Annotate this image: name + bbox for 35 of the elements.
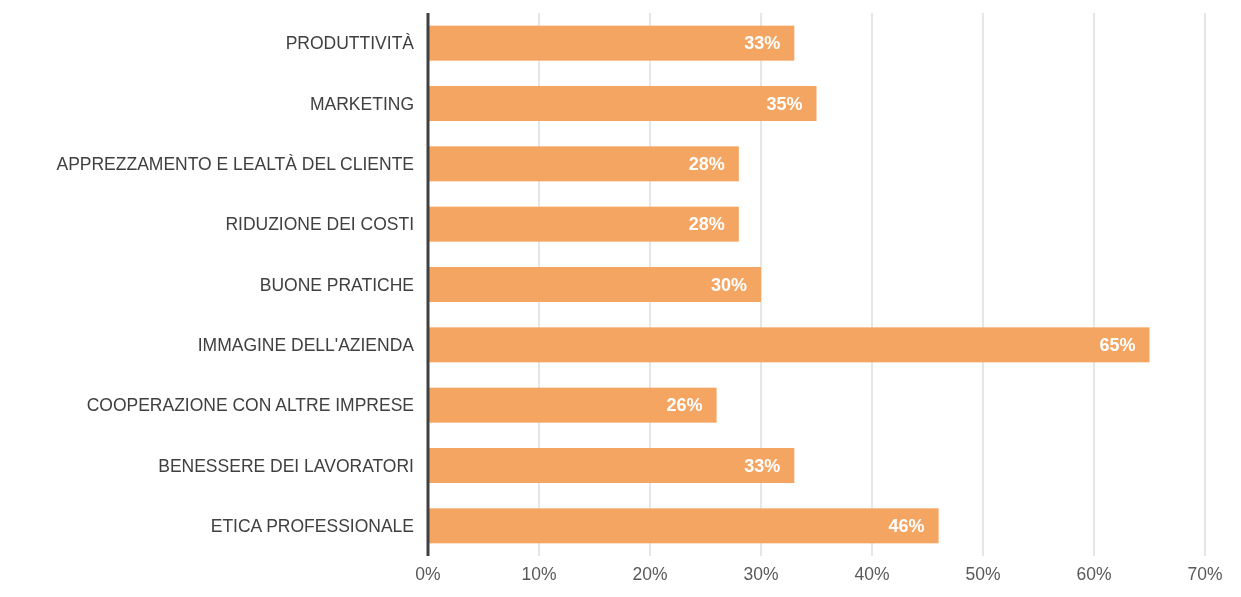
- y-tick-label: APPREZZAMENTO E LEALTÀ DEL CLIENTE: [56, 153, 414, 174]
- x-tick-label: 10%: [521, 564, 557, 584]
- x-tick-label: 20%: [632, 564, 668, 584]
- y-tick-label: MARKETING: [309, 93, 414, 114]
- y-tick-label: IMMAGINE DELL'AZIENDA: [197, 334, 415, 355]
- bar: [428, 25, 795, 61]
- data-label: 33%: [744, 33, 781, 54]
- bar: [428, 448, 795, 483]
- x-tick-label: 30%: [743, 564, 779, 584]
- bar: [428, 206, 739, 242]
- data-label: 28%: [688, 214, 725, 235]
- x-tick-label: 40%: [854, 564, 890, 584]
- bar: [428, 387, 717, 423]
- data-label: 33%: [744, 455, 781, 476]
- data-label: 30%: [710, 274, 747, 295]
- x-tick-label: 70%: [1187, 564, 1223, 584]
- y-tick-label: COOPERAZIONE CON ALTRE IMPRESE: [86, 395, 414, 416]
- bar: [428, 327, 1150, 363]
- data-label: 46%: [888, 516, 925, 537]
- data-label: 35%: [766, 93, 803, 114]
- data-label: 26%: [666, 395, 703, 416]
- bar: [428, 86, 817, 121]
- y-tick-label: ETICA PROFESSIONALE: [210, 515, 414, 536]
- y-tick-label: RIDUZIONE DEI COSTI: [225, 214, 414, 235]
- x-tick-label: 50%: [965, 564, 1001, 584]
- bar: [428, 146, 739, 182]
- y-tick-label: BUONE PRATICHE: [259, 274, 414, 295]
- data-label: 28%: [688, 154, 725, 175]
- y-tick-label: PRODUTTIVITÀ: [285, 33, 415, 54]
- x-tick-label: 0%: [415, 564, 441, 584]
- x-tick-label: 60%: [1076, 564, 1112, 584]
- data-label: 65%: [1099, 335, 1136, 356]
- y-tick-label: BENESSERE DEI LAVORATORI: [158, 455, 414, 476]
- bar: [428, 508, 939, 544]
- bar: [428, 267, 761, 302]
